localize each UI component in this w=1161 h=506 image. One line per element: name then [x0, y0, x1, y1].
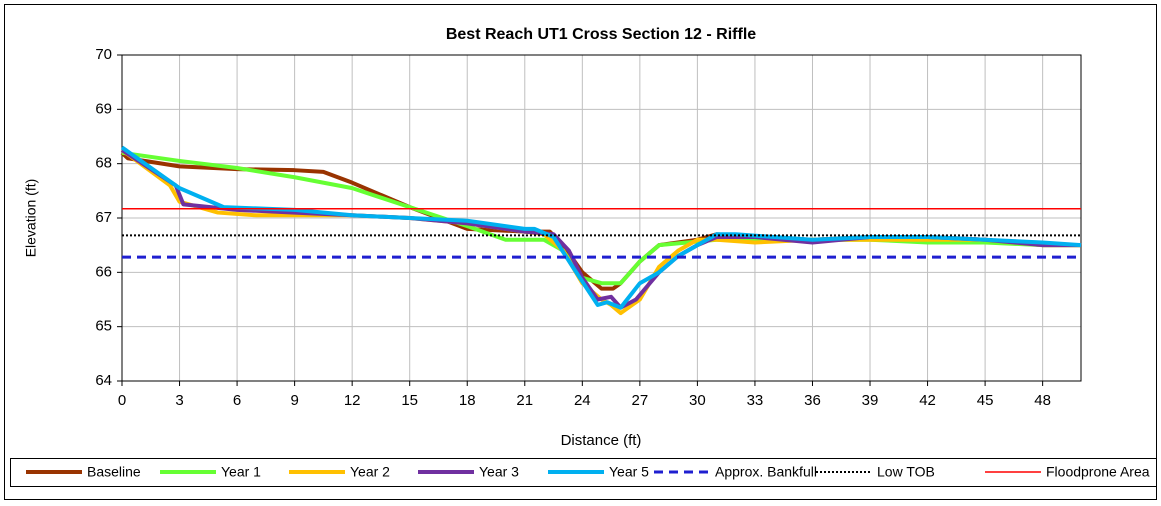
plot-border — [121, 54, 1082, 382]
x-tick-label: 39 — [862, 392, 879, 409]
x-tick-label: 0 — [118, 392, 126, 409]
x-tick-label: 9 — [290, 392, 298, 409]
x-tick-label: 45 — [977, 392, 994, 409]
x-axis-label: Distance (ft) — [561, 432, 642, 449]
x-tick-label: 24 — [574, 392, 591, 409]
legend-label: Year 3 — [479, 464, 519, 480]
series-line — [120, 145, 1082, 310]
x-tick-label: 33 — [747, 392, 764, 409]
x-tick-label: 48 — [1034, 392, 1051, 409]
x-tick-label: 12 — [344, 392, 361, 409]
y-tick-label: 68 — [95, 155, 112, 172]
legend-label: Floodprone Area — [1046, 464, 1150, 480]
legend-label: Year 1 — [221, 464, 261, 480]
y-axis-label: Elevation (ft) — [23, 179, 39, 258]
legend-label: Low TOB — [877, 464, 935, 480]
x-tick-label: 21 — [516, 392, 533, 409]
legend-label: Baseline — [87, 464, 141, 480]
chart-title: Best Reach UT1 Cross Section 12 - Riffle — [446, 26, 756, 43]
x-tick-label: 36 — [804, 392, 821, 409]
x-tick-label: 18 — [459, 392, 476, 409]
y-tick-label: 70 — [95, 46, 112, 63]
legend-label: Year 2 — [350, 464, 390, 480]
x-tick-label: 3 — [175, 392, 183, 409]
x-tick-label: 15 — [401, 392, 418, 409]
legend-label: Year 5 — [609, 464, 649, 480]
y-tick-label: 67 — [95, 209, 112, 226]
y-tick-label: 66 — [95, 263, 112, 280]
x-tick-label: 27 — [632, 392, 649, 409]
x-tick-label: 6 — [233, 392, 241, 409]
legend-label: Approx. Bankfull — [715, 464, 817, 480]
x-tick-label: 42 — [919, 392, 936, 409]
x-tick-label: 30 — [689, 392, 706, 409]
y-tick-label: 65 — [95, 318, 112, 335]
y-tick-label: 64 — [95, 372, 112, 389]
y-tick-label: 69 — [95, 100, 112, 117]
